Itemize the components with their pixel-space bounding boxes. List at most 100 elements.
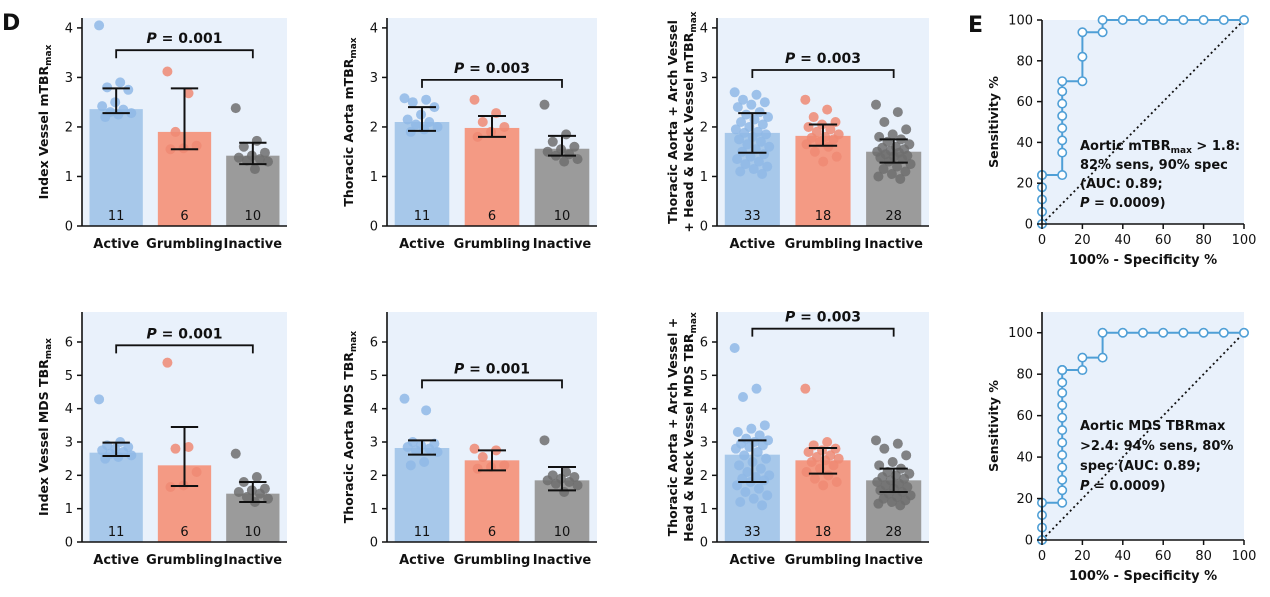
p-value: = 0.003 — [464, 61, 530, 77]
n-label-active: 33 — [744, 525, 761, 540]
data-point-grumbling — [801, 467, 812, 477]
roc-point — [1117, 327, 1128, 338]
n-label-grumbling: 6 — [180, 209, 188, 224]
annotation-line: P = 0.0009) — [1080, 196, 1166, 211]
data-point-grumbling — [499, 460, 510, 471]
significance-bracket — [115, 49, 254, 59]
n-label-grumbling: 6 — [488, 525, 496, 540]
data-point-active — [410, 119, 421, 130]
y-tick-label: 4 — [700, 402, 708, 417]
y-tick-label: 20 — [1016, 492, 1033, 507]
data-point-active — [755, 136, 766, 147]
bar-panel-2: 11 6 10 P = 0.003 0 1 2 3 4 Active Grumbling Inacti… — [341, 18, 597, 252]
roc-point — [1057, 86, 1068, 97]
roc-point — [1097, 15, 1108, 25]
y-tick-label: 4 — [65, 21, 73, 36]
data-point-inactive — [895, 173, 906, 184]
roc-point — [1239, 15, 1250, 25]
x-category-label: Active — [399, 553, 445, 568]
data-point-grumbling — [809, 146, 820, 157]
x-category-label: Grumbling — [785, 553, 862, 568]
x-category-label: Active — [729, 553, 775, 568]
data-point-grumbling — [831, 151, 842, 162]
data-point-inactive — [539, 435, 550, 446]
roc-point — [1057, 170, 1068, 181]
data-point-active — [402, 442, 413, 452]
data-point-inactive — [564, 477, 575, 487]
bar-panel-1: 11 6 10 P = 0.001 0 1 2 3 4 Active Grumbling Inacti… — [36, 18, 287, 252]
y-tick-label: 3 — [370, 71, 378, 86]
data-point-inactive — [230, 448, 241, 459]
p-letter: P — [785, 310, 796, 326]
n-label-grumbling: 6 — [488, 209, 496, 224]
significance-bracket — [751, 327, 895, 337]
data-point-active — [757, 169, 768, 179]
roc-point — [1218, 15, 1229, 25]
n-label-active: 33 — [744, 209, 761, 224]
data-point-inactive — [539, 99, 550, 110]
annotation-line: 82% sens, 90% spec — [1080, 158, 1228, 173]
data-point-grumbling — [822, 437, 833, 447]
panel-letter-d: D — [2, 11, 20, 36]
roc-point — [1158, 327, 1169, 338]
x-category-label: Grumbling — [785, 237, 862, 252]
data-point-grumbling — [469, 443, 480, 454]
x-tick-label: 60 — [1155, 549, 1172, 564]
y-axis-label-line1: Thoracic Aorta + Arch Vessel — [665, 20, 680, 224]
data-point-active — [94, 394, 105, 405]
p-letter: P — [785, 51, 796, 67]
data-point-grumbling — [803, 447, 814, 457]
data-point-active — [748, 164, 759, 175]
data-point-active — [748, 493, 759, 504]
roc-point — [1057, 474, 1068, 485]
data-point-grumbling — [170, 126, 181, 137]
data-point-grumbling — [477, 117, 488, 127]
data-point-inactive — [542, 475, 553, 486]
x-category-label: Inactive — [864, 553, 923, 568]
roc-point — [1158, 15, 1169, 25]
p-value-label: P = 0.003 — [454, 61, 530, 77]
data-point-grumbling — [800, 94, 811, 105]
data-point-active — [741, 109, 752, 120]
data-point-inactive — [251, 472, 262, 482]
bar-active — [89, 109, 143, 226]
data-point-active — [730, 443, 741, 454]
significance-bracket — [421, 79, 563, 88]
x-tick-label: 80 — [1195, 549, 1212, 564]
y-tick-label: 2 — [700, 469, 708, 484]
y-tick-label: 4 — [65, 402, 73, 417]
y-tick-label: 1 — [65, 170, 73, 185]
data-point-grumbling — [162, 357, 173, 368]
data-point-grumbling — [809, 473, 820, 484]
data-point-active — [732, 154, 743, 165]
data-point-active — [94, 20, 105, 31]
y-axis-label-line1: Thoracic Aorta + Arch Vessel + — [665, 318, 680, 537]
roc-point — [1057, 412, 1068, 423]
roc-point — [1097, 327, 1108, 338]
data-point-active — [399, 393, 410, 404]
data-point-grumbling — [831, 477, 842, 487]
y-tick-label: 5 — [700, 369, 708, 384]
plot-area — [1042, 20, 1244, 224]
y-axis-label: Thoracic Aorta MDS TBRmax — [341, 331, 359, 524]
y-tick-label: 1 — [700, 502, 708, 517]
y-tick-label: 20 — [1016, 177, 1033, 192]
y-tick-label: 0 — [370, 220, 378, 235]
y-tick-label: 40 — [1016, 136, 1033, 151]
x-category-label: Grumbling — [454, 553, 531, 568]
data-point-active — [419, 457, 430, 467]
y-axis-label: Sensitivity % — [986, 76, 1001, 168]
annotation-p-letter: P — [1080, 196, 1090, 211]
bar-grumbling — [464, 127, 520, 226]
data-point-inactive — [895, 500, 906, 511]
y-label-subscript: max — [44, 44, 54, 65]
y-label-subscript: max — [349, 331, 359, 352]
data-point-inactive — [887, 129, 898, 140]
annotation-line: P = 0.0009) — [1080, 479, 1166, 494]
data-point-grumbling — [165, 144, 176, 155]
y-tick-label: 60 — [1016, 409, 1033, 424]
data-point-active — [757, 500, 768, 511]
n-label-inactive: 10 — [554, 209, 571, 224]
x-tick-label: 40 — [1115, 233, 1132, 248]
x-axis-label: 100% - Specificity % — [1069, 253, 1217, 268]
